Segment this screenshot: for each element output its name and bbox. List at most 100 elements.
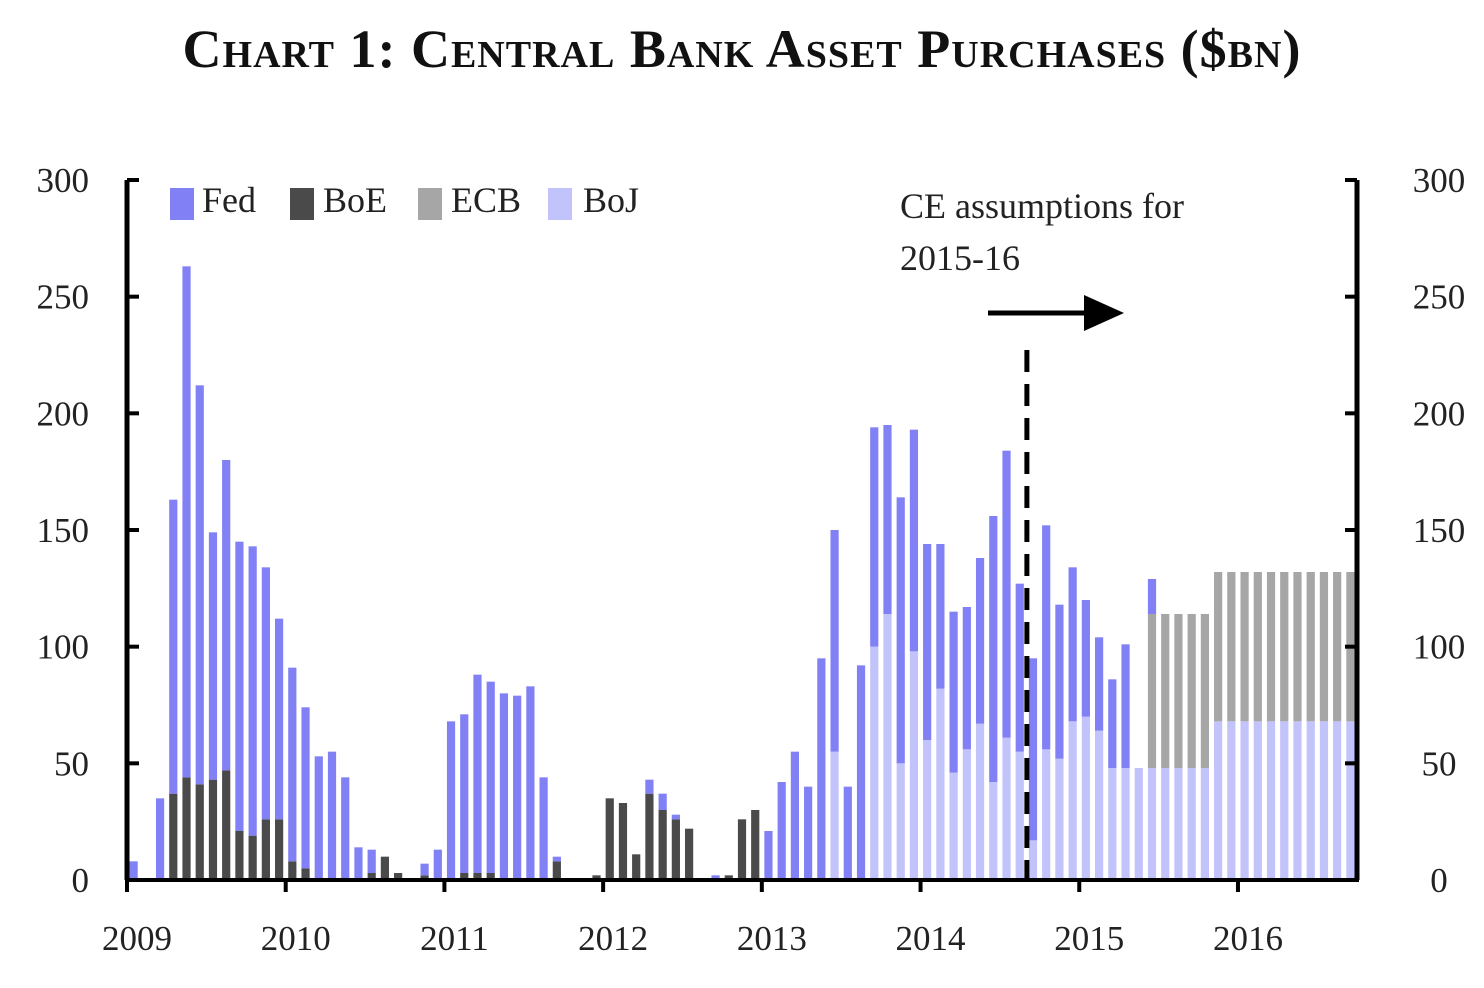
legend: Fed BoE ECB BoJ [170, 180, 639, 220]
bar-fed-2010-01 [288, 667, 297, 862]
bar-ecb-2016-07 [1319, 572, 1329, 722]
bar-boe-2012-07 [685, 828, 694, 880]
x-tick-label-2013: 2013 [737, 919, 807, 958]
axes-layer: 0 0 50 50 100 100 150 150 200 200 250 250 300 300 2009… [37, 161, 1466, 958]
bar-fed-2015-01 [1081, 600, 1090, 717]
bar-fed-2011-05 [499, 693, 509, 880]
bar-boe-2012-04 [645, 793, 654, 880]
bar-boj-2015-05 [1134, 768, 1143, 880]
bar-boj-2015-08 [1174, 768, 1183, 880]
bar-boe-2012-11 [737, 819, 747, 880]
bar-boj-2014-10 [1042, 749, 1051, 880]
bar-fed-2011-07 [526, 686, 535, 880]
bar-boj-2013-06 [830, 751, 839, 880]
bar-ecb-2015-10 [1200, 614, 1209, 768]
bar-boe-2010-08 [380, 856, 389, 880]
bar-boe-2012-10 [724, 875, 733, 880]
bar-fed-2010-11 [420, 863, 429, 876]
bar-fed-2009-04 [169, 499, 178, 794]
y-tick-label-left-150: 150 [37, 511, 90, 550]
legend-label-fed: Fed [202, 180, 256, 220]
y-tick-label-right-0: 0 [1430, 861, 1448, 900]
bar-boj-2015-11 [1214, 721, 1223, 880]
bar-fed-2014-02 [936, 544, 945, 689]
bar-boe-2011-03 [473, 873, 482, 880]
bar-boj-2016-02 [1253, 721, 1262, 880]
bar-fed-2011-08 [539, 777, 548, 880]
bar-boj-2013-10 [883, 614, 892, 880]
bar-fed-2013-10 [883, 425, 892, 614]
bar-fed-2013-06 [830, 530, 839, 752]
bar-boe-2011-09 [552, 861, 561, 880]
bar-boe-2011-02 [460, 873, 469, 880]
bar-fed-2009-08 [222, 460, 231, 771]
bar-fed-2009-09 [235, 541, 244, 831]
bar-boe-2009-05 [182, 777, 191, 880]
bar-fed-2011-01 [446, 721, 456, 880]
bar-fed-2013-03 [790, 751, 799, 880]
bar-fed-2013-04 [804, 786, 813, 880]
annotation-text-line1: CE assumptions for [900, 186, 1184, 226]
bar-fed-2014-03 [949, 611, 958, 773]
bar-fed-2009-12 [275, 618, 284, 820]
bar-ecb-2015-12 [1227, 572, 1236, 722]
bar-boe-2009-12 [275, 819, 284, 880]
bar-fed-2012-05 [658, 793, 667, 810]
bar-ecb-2015-09 [1187, 614, 1196, 768]
x-tick-label-2011: 2011 [420, 919, 489, 958]
y-tick-label-right-300: 300 [1413, 161, 1466, 200]
bar-ecb-2016-04 [1280, 572, 1289, 722]
legend-label-ecb: ECB [451, 180, 521, 220]
bar-boe-2009-09 [235, 831, 244, 880]
bar-boe-2012-01 [605, 798, 614, 880]
bar-boe-2009-10 [248, 835, 257, 880]
bar-fed-2010-07 [367, 849, 376, 873]
bar-fed-2015-03 [1108, 679, 1117, 768]
bar-boj-2015-09 [1187, 768, 1196, 880]
bar-boj-2014-03 [949, 772, 958, 880]
bar-fed-2010-12 [433, 849, 442, 880]
bar-boj-2013-11 [896, 763, 905, 880]
bar-boj-2015-02 [1095, 730, 1104, 880]
bar-boj-2016-09 [1346, 721, 1355, 880]
bar-fed-2012-06 [671, 814, 680, 820]
bar-fed-2014-01 [923, 544, 932, 740]
bar-boe-2010-07 [367, 873, 376, 880]
legend-swatch-fed [170, 188, 194, 220]
y-tick-label-right-200: 200 [1413, 394, 1466, 433]
bar-boj-2014-11 [1055, 758, 1064, 880]
bar-fed-2010-03 [314, 756, 323, 880]
bar-fed-2014-10 [1042, 525, 1051, 750]
bar-boj-2014-12 [1068, 721, 1077, 880]
bar-fed-2009-05 [182, 266, 191, 778]
y-tick-label-right-150: 150 [1413, 511, 1466, 550]
x-tick-label-2014: 2014 [896, 919, 966, 958]
bar-boe-2012-02 [618, 803, 628, 880]
bar-ecb-2016-01 [1240, 572, 1249, 722]
bar-fed-2014-12 [1068, 567, 1077, 722]
bar-fed-2010-05 [341, 777, 350, 880]
bar-boj-2016-08 [1333, 721, 1342, 880]
bar-boj-2016-03 [1266, 721, 1276, 880]
bar-fed-2012-04 [645, 779, 654, 794]
bar-boj-2015-07 [1161, 768, 1170, 880]
bar-boj-2015-01 [1081, 716, 1090, 880]
legend-swatch-ecb [418, 188, 442, 220]
y-tick-label-left-100: 100 [37, 628, 90, 667]
y-tick-label-right-250: 250 [1413, 278, 1466, 317]
bar-boe-2012-03 [632, 854, 641, 880]
bar-fed-2009-11 [261, 567, 270, 820]
bar-fed-2014-08 [1015, 583, 1024, 752]
y-tick-label-left-250: 250 [37, 278, 90, 317]
x-tick-label-2010: 2010 [261, 919, 331, 958]
bar-fed-2011-09 [552, 856, 561, 862]
forecast-annotation: CE assumptions for 2015-16 [900, 186, 1184, 880]
bar-boe-2010-11 [420, 875, 429, 880]
bar-boe-2010-01 [288, 861, 297, 880]
bar-ecb-2016-06 [1306, 572, 1315, 722]
x-tick-label-2016: 2016 [1213, 919, 1283, 958]
bar-fed-2014-09 [1028, 658, 1038, 841]
bar-fed-2014-06 [989, 516, 998, 782]
bar-boe-2009-07 [208, 779, 218, 880]
